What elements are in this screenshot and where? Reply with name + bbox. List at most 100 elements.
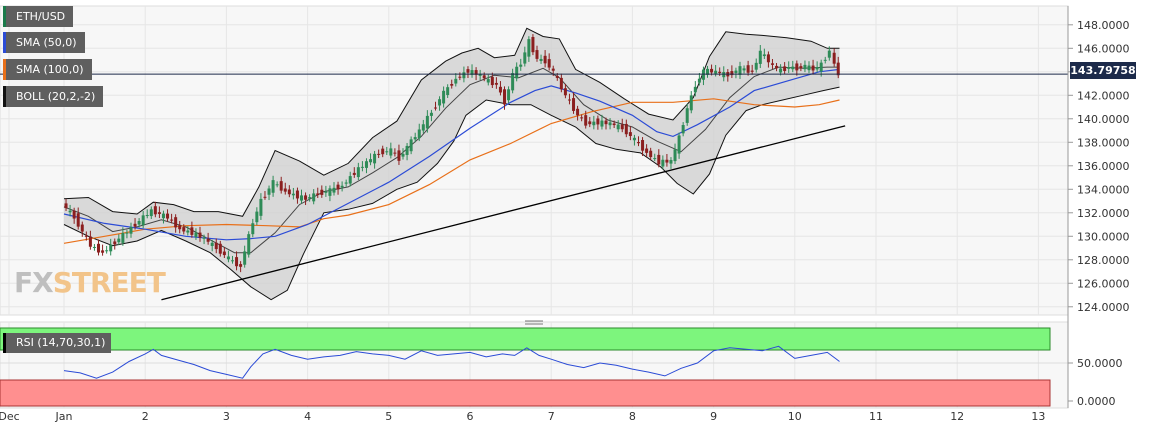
x-tick-label: Jan (55, 410, 73, 423)
candle-body (369, 159, 373, 163)
candle-body (145, 215, 149, 217)
x-tick-label: 6 (467, 410, 474, 423)
legend-sma100[interactable]: SMA (100,0) (3, 59, 92, 80)
candle-body (701, 69, 705, 80)
candle-body (255, 211, 259, 223)
x-tick-label: 9 (710, 410, 717, 423)
candle-body (429, 112, 433, 116)
candle-body (413, 137, 417, 140)
candle-body (762, 54, 766, 57)
candle-body (754, 62, 758, 70)
candle-body (746, 65, 750, 73)
candle-body (779, 68, 783, 73)
legend-boll[interactable]: BOLL (20,2,-2) (3, 86, 104, 107)
candle-body (819, 62, 823, 72)
candle-body (300, 195, 304, 201)
candle-body (291, 193, 295, 196)
candle-body (243, 251, 247, 265)
candle-body (113, 241, 117, 245)
candle-body (92, 246, 96, 248)
candle-body (620, 124, 624, 130)
candle-body (381, 148, 385, 155)
candle-body (121, 232, 125, 243)
candle-body (803, 64, 807, 70)
rsi-legend[interactable]: RSI (14,70,30,1) (3, 333, 112, 353)
candle-body (320, 189, 324, 195)
candle-body (385, 151, 389, 153)
rsi-tick-label: 50.0000 (1077, 357, 1123, 370)
candle-body (490, 76, 494, 86)
y-tick-label: 146.0000 (1077, 42, 1130, 55)
candle-body (275, 184, 279, 186)
candle-body (641, 140, 645, 151)
candle-body (271, 180, 275, 193)
candle-body (438, 99, 442, 106)
candle-body (235, 257, 239, 267)
x-tick-label: Dec (0, 410, 20, 423)
candle-body (563, 88, 567, 96)
candle-body (742, 68, 746, 71)
candle-body (539, 58, 543, 61)
candle-body (247, 234, 251, 255)
candle-body (417, 129, 421, 139)
candle-body (543, 55, 547, 64)
rsi-oversold-zone (0, 379, 1051, 407)
candle-body (511, 73, 515, 91)
candle-body (677, 135, 681, 154)
candle-body (608, 122, 612, 126)
candle-body (645, 148, 649, 153)
candle-body (795, 63, 799, 71)
candle-body (628, 132, 632, 137)
candle-body (681, 125, 685, 134)
y-tick-label: 136.0000 (1077, 160, 1130, 173)
x-tick-label: 8 (629, 410, 636, 423)
candle-body (421, 124, 425, 131)
candle-body (405, 145, 409, 155)
candle-body (836, 62, 840, 76)
candle-body (283, 188, 287, 192)
candle-body (109, 244, 113, 252)
candle-body (636, 142, 640, 144)
candle-body (454, 78, 458, 84)
candle-body (166, 213, 170, 219)
candle-body (312, 193, 316, 202)
candle-body (287, 189, 291, 195)
legend-sma50-label: SMA (50,0) (16, 36, 77, 49)
rsi-tick-label: 0.0000 (1077, 395, 1116, 408)
candle-body (230, 260, 234, 262)
candle-body (389, 148, 393, 156)
rsi-overbought-zone (0, 327, 1051, 351)
candle-body (624, 123, 628, 135)
candle-body (478, 74, 482, 76)
candle-body (685, 108, 689, 123)
candle-body (649, 150, 653, 158)
candle-body (425, 115, 429, 129)
y-tick-label: 126.0000 (1077, 277, 1130, 290)
candle-body (706, 68, 710, 75)
candle-body (827, 50, 831, 58)
candle-body (823, 59, 827, 61)
candle-body (559, 77, 563, 90)
candle-body (210, 242, 214, 246)
candle-body (226, 256, 230, 260)
candle-body (279, 181, 283, 191)
legend-sma50[interactable]: SMA (50,0) (3, 32, 85, 53)
candle-body (531, 37, 535, 53)
candle-body (555, 76, 559, 78)
candle-body (352, 172, 356, 175)
candle-body (482, 75, 486, 79)
candle-body (661, 159, 665, 167)
watermark-street: STREET (52, 266, 166, 299)
x-tick-label: 12 (950, 410, 964, 423)
x-tick-label: 10 (788, 410, 802, 423)
candle-body (458, 76, 462, 78)
candle-body (584, 115, 588, 126)
candle-body (523, 52, 527, 64)
candle-body (576, 108, 580, 116)
x-tick-label: 4 (304, 410, 311, 423)
bollinger-band-fill (64, 28, 840, 300)
y-tick-label: 138.0000 (1077, 136, 1130, 149)
x-tick-label: 11 (869, 410, 883, 423)
legend-symbol[interactable]: ETH/USD (3, 6, 74, 27)
